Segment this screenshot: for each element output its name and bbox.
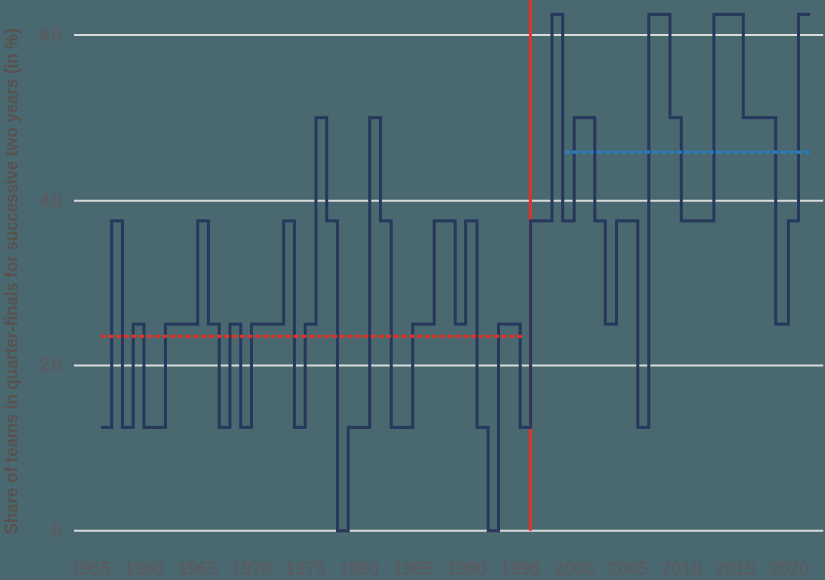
svg-text:2005: 2005 [608,559,649,580]
svg-text:20: 20 [39,356,62,377]
svg-text:Share of teams in quarter-fina: Share of teams in quarter-finals for suc… [2,28,22,534]
svg-text:2000: 2000 [554,559,594,580]
svg-text:1995: 1995 [500,559,541,580]
svg-text:60: 60 [39,25,62,46]
svg-text:1990: 1990 [446,559,486,580]
svg-text:1975: 1975 [285,559,326,580]
svg-text:1970: 1970 [231,559,271,580]
svg-text:2015: 2015 [715,559,756,580]
svg-text:0: 0 [51,521,62,542]
svg-text:1985: 1985 [393,559,434,580]
svg-text:2020: 2020 [769,559,809,580]
svg-text:1965: 1965 [178,559,219,580]
svg-text:2010: 2010 [661,559,701,580]
svg-text:1980: 1980 [339,559,379,580]
svg-text:1960: 1960 [124,559,164,580]
svg-text:40: 40 [39,191,62,212]
svg-text:1955: 1955 [70,559,111,580]
